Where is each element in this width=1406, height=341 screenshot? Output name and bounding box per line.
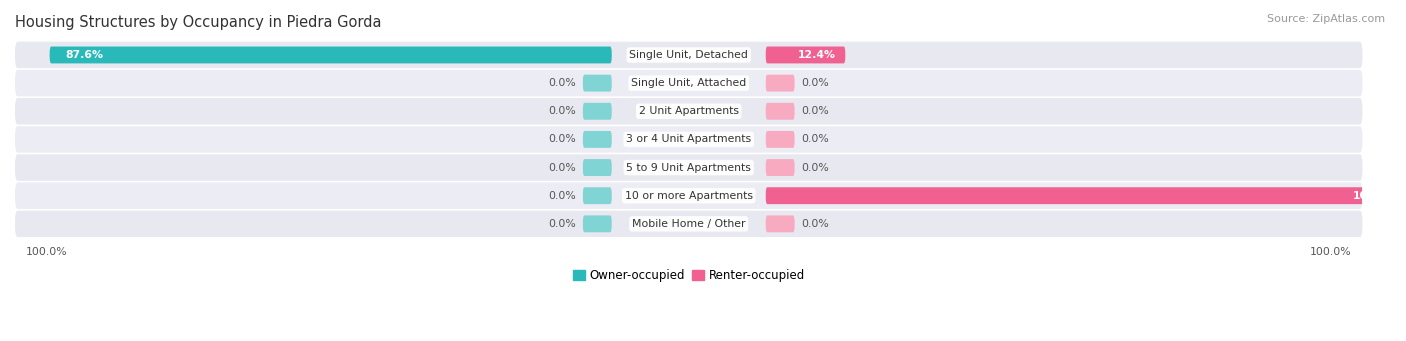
Text: Housing Structures by Occupancy in Piedra Gorda: Housing Structures by Occupancy in Piedr… <box>15 15 381 30</box>
FancyBboxPatch shape <box>583 103 612 120</box>
Text: 0.0%: 0.0% <box>548 163 576 173</box>
FancyBboxPatch shape <box>766 103 794 120</box>
FancyBboxPatch shape <box>15 154 1362 181</box>
FancyBboxPatch shape <box>766 216 794 232</box>
FancyBboxPatch shape <box>583 216 612 232</box>
Text: Single Unit, Attached: Single Unit, Attached <box>631 78 747 88</box>
Text: 0.0%: 0.0% <box>548 106 576 116</box>
Text: 87.6%: 87.6% <box>66 50 104 60</box>
FancyBboxPatch shape <box>766 159 794 176</box>
Text: 2 Unit Apartments: 2 Unit Apartments <box>638 106 738 116</box>
Text: 0.0%: 0.0% <box>801 163 828 173</box>
Text: 0.0%: 0.0% <box>548 191 576 201</box>
FancyBboxPatch shape <box>766 187 1406 204</box>
FancyBboxPatch shape <box>583 159 612 176</box>
Text: 100.0%: 100.0% <box>1353 191 1398 201</box>
Text: 12.4%: 12.4% <box>797 50 835 60</box>
Text: Mobile Home / Other: Mobile Home / Other <box>631 219 745 229</box>
FancyBboxPatch shape <box>583 75 612 91</box>
FancyBboxPatch shape <box>766 75 794 91</box>
FancyBboxPatch shape <box>15 42 1362 68</box>
FancyBboxPatch shape <box>15 211 1362 237</box>
Text: 0.0%: 0.0% <box>548 219 576 229</box>
Text: 5 to 9 Unit Apartments: 5 to 9 Unit Apartments <box>626 163 751 173</box>
Text: Single Unit, Detached: Single Unit, Detached <box>630 50 748 60</box>
Text: 0.0%: 0.0% <box>801 106 828 116</box>
Text: 0.0%: 0.0% <box>801 134 828 144</box>
FancyBboxPatch shape <box>766 46 845 63</box>
Text: 0.0%: 0.0% <box>801 78 828 88</box>
FancyBboxPatch shape <box>49 46 612 63</box>
Text: 0.0%: 0.0% <box>548 134 576 144</box>
FancyBboxPatch shape <box>15 70 1362 97</box>
FancyBboxPatch shape <box>15 98 1362 124</box>
FancyBboxPatch shape <box>766 131 794 148</box>
Text: 0.0%: 0.0% <box>548 78 576 88</box>
Text: 10 or more Apartments: 10 or more Apartments <box>624 191 752 201</box>
Legend: Owner-occupied, Renter-occupied: Owner-occupied, Renter-occupied <box>568 265 810 287</box>
Text: 3 or 4 Unit Apartments: 3 or 4 Unit Apartments <box>626 134 751 144</box>
FancyBboxPatch shape <box>583 131 612 148</box>
FancyBboxPatch shape <box>583 187 612 204</box>
Text: Source: ZipAtlas.com: Source: ZipAtlas.com <box>1267 14 1385 24</box>
FancyBboxPatch shape <box>15 182 1362 209</box>
Text: 0.0%: 0.0% <box>801 219 828 229</box>
FancyBboxPatch shape <box>15 126 1362 153</box>
